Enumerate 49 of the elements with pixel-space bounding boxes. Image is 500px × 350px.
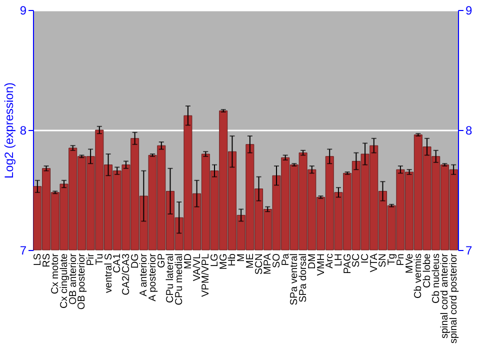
x-tick-label: ME <box>244 253 256 268</box>
x-tick-label: CPu medial <box>174 254 186 306</box>
x-tick-label: A posterior <box>148 252 159 302</box>
y2-tick-label: 8 <box>466 124 472 138</box>
x-tick-label: MD <box>182 254 194 270</box>
y-tick-label: 7 <box>20 244 27 258</box>
x-tick-label: Hb <box>227 253 238 266</box>
x-tick-label: ventral S <box>103 253 114 293</box>
x-tick-label: MPA <box>262 253 274 274</box>
x-tick-label: CA1 <box>112 253 124 273</box>
x-tick-label: OB posterior <box>76 252 88 310</box>
x-tick-label: LH <box>333 254 344 266</box>
x-tick-label: CA2/CA3 <box>120 253 132 296</box>
x-tick-label: DM <box>306 254 318 270</box>
x-tick-label: Tu <box>94 254 106 265</box>
x-tick-label: Arc <box>324 254 336 268</box>
x-tick-label: LG <box>210 253 221 267</box>
x-tick-label: RS <box>41 253 52 268</box>
x-tick-label: MVe <box>404 253 416 274</box>
x-tick-label: IC <box>360 254 372 264</box>
x-tick-label: GP <box>156 253 168 268</box>
x-tick-label: SC <box>351 254 362 268</box>
x-tick-label: Tg <box>386 254 398 266</box>
y-tick-label: 9 <box>20 4 27 18</box>
x-tick-label: SPa dorsal <box>298 254 310 302</box>
x-tick-label: Cx cingulate <box>58 253 70 309</box>
x-tick-label: A anterior <box>138 252 150 296</box>
x-tick-label: SO <box>271 253 282 268</box>
y2-tick-label: 9 <box>466 4 472 18</box>
x-tick-label: Cb nucleus <box>430 254 442 304</box>
x-tick-label: VPM/VPL <box>200 253 212 297</box>
y2-tick-label: 7 <box>466 244 472 258</box>
x-tick-label: OB anterior <box>68 252 79 305</box>
x-tick-label: VTA <box>368 253 380 272</box>
x-tick-label: VMH <box>316 254 327 276</box>
x-tick-label: spinal cord anterior <box>440 252 451 339</box>
x-tick-label: Cb lobe <box>422 253 434 288</box>
x-tick-label: Pa <box>280 253 292 266</box>
x-tick-label: M <box>236 254 248 262</box>
x-tick-label: PAG <box>342 253 354 274</box>
x-tick-label: SN <box>378 254 389 268</box>
x-tick-label: LS <box>32 253 44 266</box>
y-axis-title: Log2 (expression) <box>2 82 16 179</box>
x-tick-label: spinal cord posterior <box>448 252 460 344</box>
x-tick-label: DG <box>130 253 141 268</box>
x-tick-label: Pn <box>395 254 406 266</box>
x-tick-label: SCN <box>254 254 265 275</box>
x-tick-label: Pir <box>86 252 97 266</box>
y-tick-label: 8 <box>20 124 27 138</box>
